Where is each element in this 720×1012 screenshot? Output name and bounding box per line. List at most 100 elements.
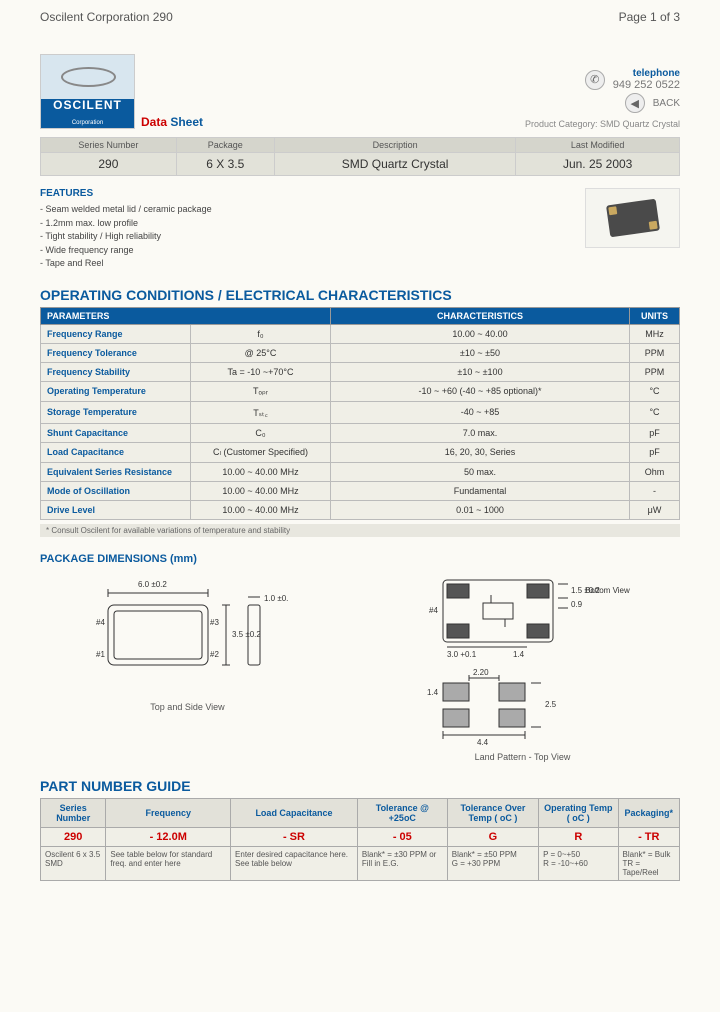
data-sheet-title: Data Sheet	[141, 115, 203, 129]
pg-header: Series Number	[41, 798, 106, 827]
unit-cell: Ohm	[630, 462, 680, 481]
pg-header: Tolerance Over Temp ( oC )	[447, 798, 538, 827]
svg-text:3.5 ±0.2: 3.5 ±0.2	[232, 630, 261, 639]
svg-text:#3: #3	[210, 618, 219, 627]
c2-cell: ±10 ~ ±100	[331, 362, 630, 381]
characteristics-table: PARAMETERS CHARACTERISTICS UNITS Frequen…	[40, 307, 680, 520]
pg-desc-cell: Oscilent 6 x 3.5 SMD	[41, 846, 106, 880]
top-side-view: 6.0 ±0.2 #4 #1 #3 #2 3.5 ±0.2 1.0 ±0.2 T…	[88, 575, 288, 762]
pg-example-cell: - 12.0M	[106, 827, 231, 846]
table-row: Frequency Tolerance@ 25°C±10 ~ ±50PPM	[41, 343, 680, 362]
feature-item: - Seam welded metal lid / ceramic packag…	[40, 203, 212, 217]
back-text[interactable]: BACK	[653, 98, 680, 109]
svg-text:2.5: 2.5	[545, 700, 557, 709]
table-row: Mode of Oscillation10.00 ~ 40.00 MHzFund…	[41, 481, 680, 500]
unit-cell: pF	[630, 442, 680, 462]
svg-text:#4: #4	[96, 618, 105, 627]
operating-heading: OPERATING CONDITIONS / ELECTRICAL CHARAC…	[40, 287, 680, 303]
logo-name: OSCILENT	[53, 98, 122, 120]
top-caption: Top and Side View	[88, 702, 288, 712]
series-th-1: Package	[176, 138, 274, 153]
pg-example-cell: - 05	[357, 827, 447, 846]
svg-text:#4: #4	[429, 606, 438, 615]
th-parameters: PARAMETERS	[41, 307, 331, 324]
svg-text:#2: #2	[210, 650, 219, 659]
partguide-heading: PART NUMBER GUIDE	[40, 778, 680, 794]
contact-area: ✆ telephone 949 252 0522 ◀ BACK Product …	[525, 68, 680, 129]
pg-desc-cell: Blank* = Bulk TR = Tape/Reel	[618, 846, 679, 880]
c1-cell: 10.00 ~ 40.00 MHz	[191, 462, 331, 481]
pg-header: Frequency	[106, 798, 231, 827]
c1-cell: 10.00 ~ 40.00 MHz	[191, 500, 331, 519]
pg-example-cell: R	[539, 827, 618, 846]
c1-cell: Cₗ (Customer Specified)	[191, 442, 331, 462]
diagrams: 6.0 ±0.2 #4 #1 #3 #2 3.5 ±0.2 1.0 ±0.2 T…	[40, 575, 680, 762]
svg-text:Bottom View: Bottom View	[585, 586, 630, 595]
param-cell: Frequency Range	[41, 324, 191, 343]
param-cell: Load Capacitance	[41, 442, 191, 462]
unit-cell: μW	[630, 500, 680, 519]
c2-cell: Fundamental	[331, 481, 630, 500]
table-row: Drive Level10.00 ~ 40.00 MHz0.01 ~ 1000μ…	[41, 500, 680, 519]
bottom-land-view: #4 1.5 ±0.2 0.9 Bottom View 3.0 +0.1 1.4…	[413, 575, 633, 762]
svg-text:2.20: 2.20	[473, 668, 489, 677]
pg-header: Tolerance @ +25oC	[357, 798, 447, 827]
series-td-0: 290	[41, 153, 177, 176]
bottom-land-svg: #4 1.5 ±0.2 0.9 Bottom View 3.0 +0.1 1.4…	[413, 575, 633, 745]
c2-cell: 10.00 ~ 40.00	[331, 324, 630, 343]
table-row: Load CapacitanceCₗ (Customer Specified)1…	[41, 442, 680, 462]
unit-cell: pF	[630, 423, 680, 442]
unit-cell: -	[630, 481, 680, 500]
land-caption: Land Pattern - Top View	[413, 752, 633, 762]
pg-desc-cell: Blank* = ±30 PPM or Fill in E.G.	[357, 846, 447, 880]
feature-item: - 1.2mm max. low profile	[40, 217, 212, 231]
pg-desc-cell: Blank* = ±50 PPM G = +30 PPM	[447, 846, 538, 880]
logo-ring-icon	[61, 67, 116, 87]
pg-header: Load Capacitance	[231, 798, 358, 827]
features-area: FEATURES - Seam welded metal lid / ceram…	[40, 188, 680, 271]
ds-data: Data	[141, 115, 167, 129]
phone-number: 949 252 0522	[613, 79, 680, 91]
param-cell: Operating Temperature	[41, 381, 191, 401]
series-td-1: 6 X 3.5	[176, 153, 274, 176]
c2-cell: 50 max.	[331, 462, 630, 481]
header-right: Page 1 of 3	[619, 10, 680, 24]
pg-example-cell: - TR	[618, 827, 679, 846]
pg-example-cell: - SR	[231, 827, 358, 846]
logo-sub: Corporation	[72, 120, 103, 128]
feature-item: - Tight stability / High reliability	[40, 230, 212, 244]
unit-cell: PPM	[630, 362, 680, 381]
c1-cell: 10.00 ~ 40.00 MHz	[191, 481, 331, 500]
table-row: Equivalent Series Resistance10.00 ~ 40.0…	[41, 462, 680, 481]
back-icon[interactable]: ◀	[625, 93, 645, 113]
param-cell: Drive Level	[41, 500, 191, 519]
svg-text:1.4: 1.4	[427, 688, 439, 697]
c1-cell: Ta = -10 ~+70°C	[191, 362, 331, 381]
unit-cell: MHz	[630, 324, 680, 343]
c1-cell: Tₛₜ꜀	[191, 401, 331, 423]
c2-cell: ±10 ~ ±50	[331, 343, 630, 362]
series-td-3: Jun. 25 2003	[516, 153, 680, 176]
c2-cell: -10 ~ +60 (-40 ~ +85 optional)*	[331, 381, 630, 401]
param-cell: Equivalent Series Resistance	[41, 462, 191, 481]
features-text: FEATURES - Seam welded metal lid / ceram…	[40, 188, 212, 271]
footnote: * Consult Oscilent for available variati…	[40, 524, 680, 537]
pg-header: Operating Temp ( oC )	[539, 798, 618, 827]
c2-cell: 0.01 ~ 1000	[331, 500, 630, 519]
svg-text:#1: #1	[96, 650, 105, 659]
param-cell: Frequency Tolerance	[41, 343, 191, 362]
pg-desc-cell: Enter desired capacitance here. See tabl…	[231, 846, 358, 880]
svg-text:1.0 ±0.2: 1.0 ±0.2	[264, 594, 288, 603]
table-row: Frequency StabilityTa = -10 ~+70°C±10 ~ …	[41, 362, 680, 381]
c1-cell: C₀	[191, 423, 331, 442]
product-category: Product Category: SMD Quartz Crystal	[525, 119, 680, 129]
svg-text:1.4: 1.4	[513, 650, 525, 659]
param-cell: Mode of Oscillation	[41, 481, 191, 500]
unit-cell: PPM	[630, 343, 680, 362]
pg-example-cell: G	[447, 827, 538, 846]
series-th-0: Series Number	[41, 138, 177, 153]
param-cell: Shunt Capacitance	[41, 423, 191, 442]
c2-cell: -40 ~ +85	[331, 401, 630, 423]
table-row: Shunt CapacitanceC₀7.0 max.pF	[41, 423, 680, 442]
unit-cell: °C	[630, 381, 680, 401]
